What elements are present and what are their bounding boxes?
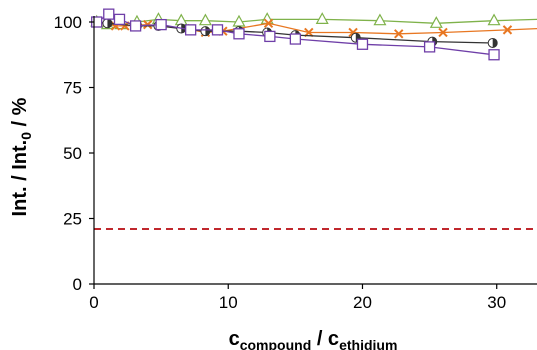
point-half-circle-5: [200, 26, 211, 37]
point-square-12: [488, 49, 500, 61]
point-half-circle-5-fill: [205, 26, 210, 36]
point-half-circle-1: [102, 18, 113, 29]
y-tick-label: 100: [54, 13, 82, 32]
point-square-3: [129, 20, 142, 32]
series-layer: [90, 8, 537, 61]
point-cross-10: [394, 29, 404, 39]
y-tick-label: 50: [63, 144, 82, 163]
x-tick-label: 30: [487, 293, 506, 312]
y-axis-title-pre: Int. / Int.: [9, 140, 31, 217]
y-axis-title-sub: 0: [18, 132, 34, 140]
point-cross-3-b: [142, 19, 153, 30]
point-cross-10-b: [394, 29, 404, 39]
tick-labels-layer: 0 25 50 75 100 0 10 20 30: [54, 13, 507, 312]
y-axis-title-post: / %: [9, 97, 31, 132]
x-axis-title: ccompound / cethidium: [229, 328, 398, 350]
y-tick-label: 25: [63, 210, 82, 229]
point-cross-7: [263, 18, 274, 29]
point-cross-7-b: [263, 18, 274, 29]
point-half-circle-1-fill: [107, 18, 112, 28]
point-square-4: [155, 18, 167, 31]
point-square-5: [185, 24, 197, 36]
point-cross-11-b: [438, 27, 448, 38]
point-half-circle-11-fill: [492, 38, 498, 48]
point-triangle-12: [487, 13, 501, 26]
x-axis-title-sub1: compound: [240, 337, 312, 350]
point-square-11: [423, 41, 436, 53]
series-square: [91, 8, 500, 61]
x-axis-title-sub2: ethidium: [339, 337, 397, 350]
point-square-7: [233, 28, 245, 40]
point-square-10: [356, 38, 369, 50]
point-triangle-9: [315, 12, 329, 24]
x-tick-label: 0: [89, 293, 98, 312]
point-square-6: [211, 24, 224, 36]
point-cross-11: [438, 27, 448, 38]
y-tick-label: 0: [73, 275, 82, 294]
point-square-1: [103, 8, 115, 20]
point-square-2: [113, 13, 126, 26]
point-triangle-7: [232, 14, 246, 27]
point-square-8: [264, 30, 276, 43]
x-axis-title-main: c: [229, 328, 240, 350]
point-triangle-6: [198, 13, 212, 26]
y-tick-label: 75: [63, 79, 82, 98]
point-triangle-10: [373, 13, 387, 26]
point-half-circle-11: [487, 37, 498, 48]
point-cross-3: [142, 19, 153, 30]
point-cross-12: [502, 25, 513, 35]
point-cross-9-b: [348, 27, 358, 38]
x-axis-title-sep: / c: [311, 328, 339, 350]
y-axis-title: Int. / Int.0 / %: [9, 97, 34, 216]
point-cross-12-b: [502, 25, 513, 35]
point-triangle-5: [174, 13, 188, 26]
x-tick-label: 20: [353, 293, 372, 312]
axes-layer: [89, 16, 537, 289]
x-tick-label: 10: [219, 293, 238, 312]
point-triangle-11: [429, 16, 443, 28]
point-square-9: [289, 33, 302, 45]
